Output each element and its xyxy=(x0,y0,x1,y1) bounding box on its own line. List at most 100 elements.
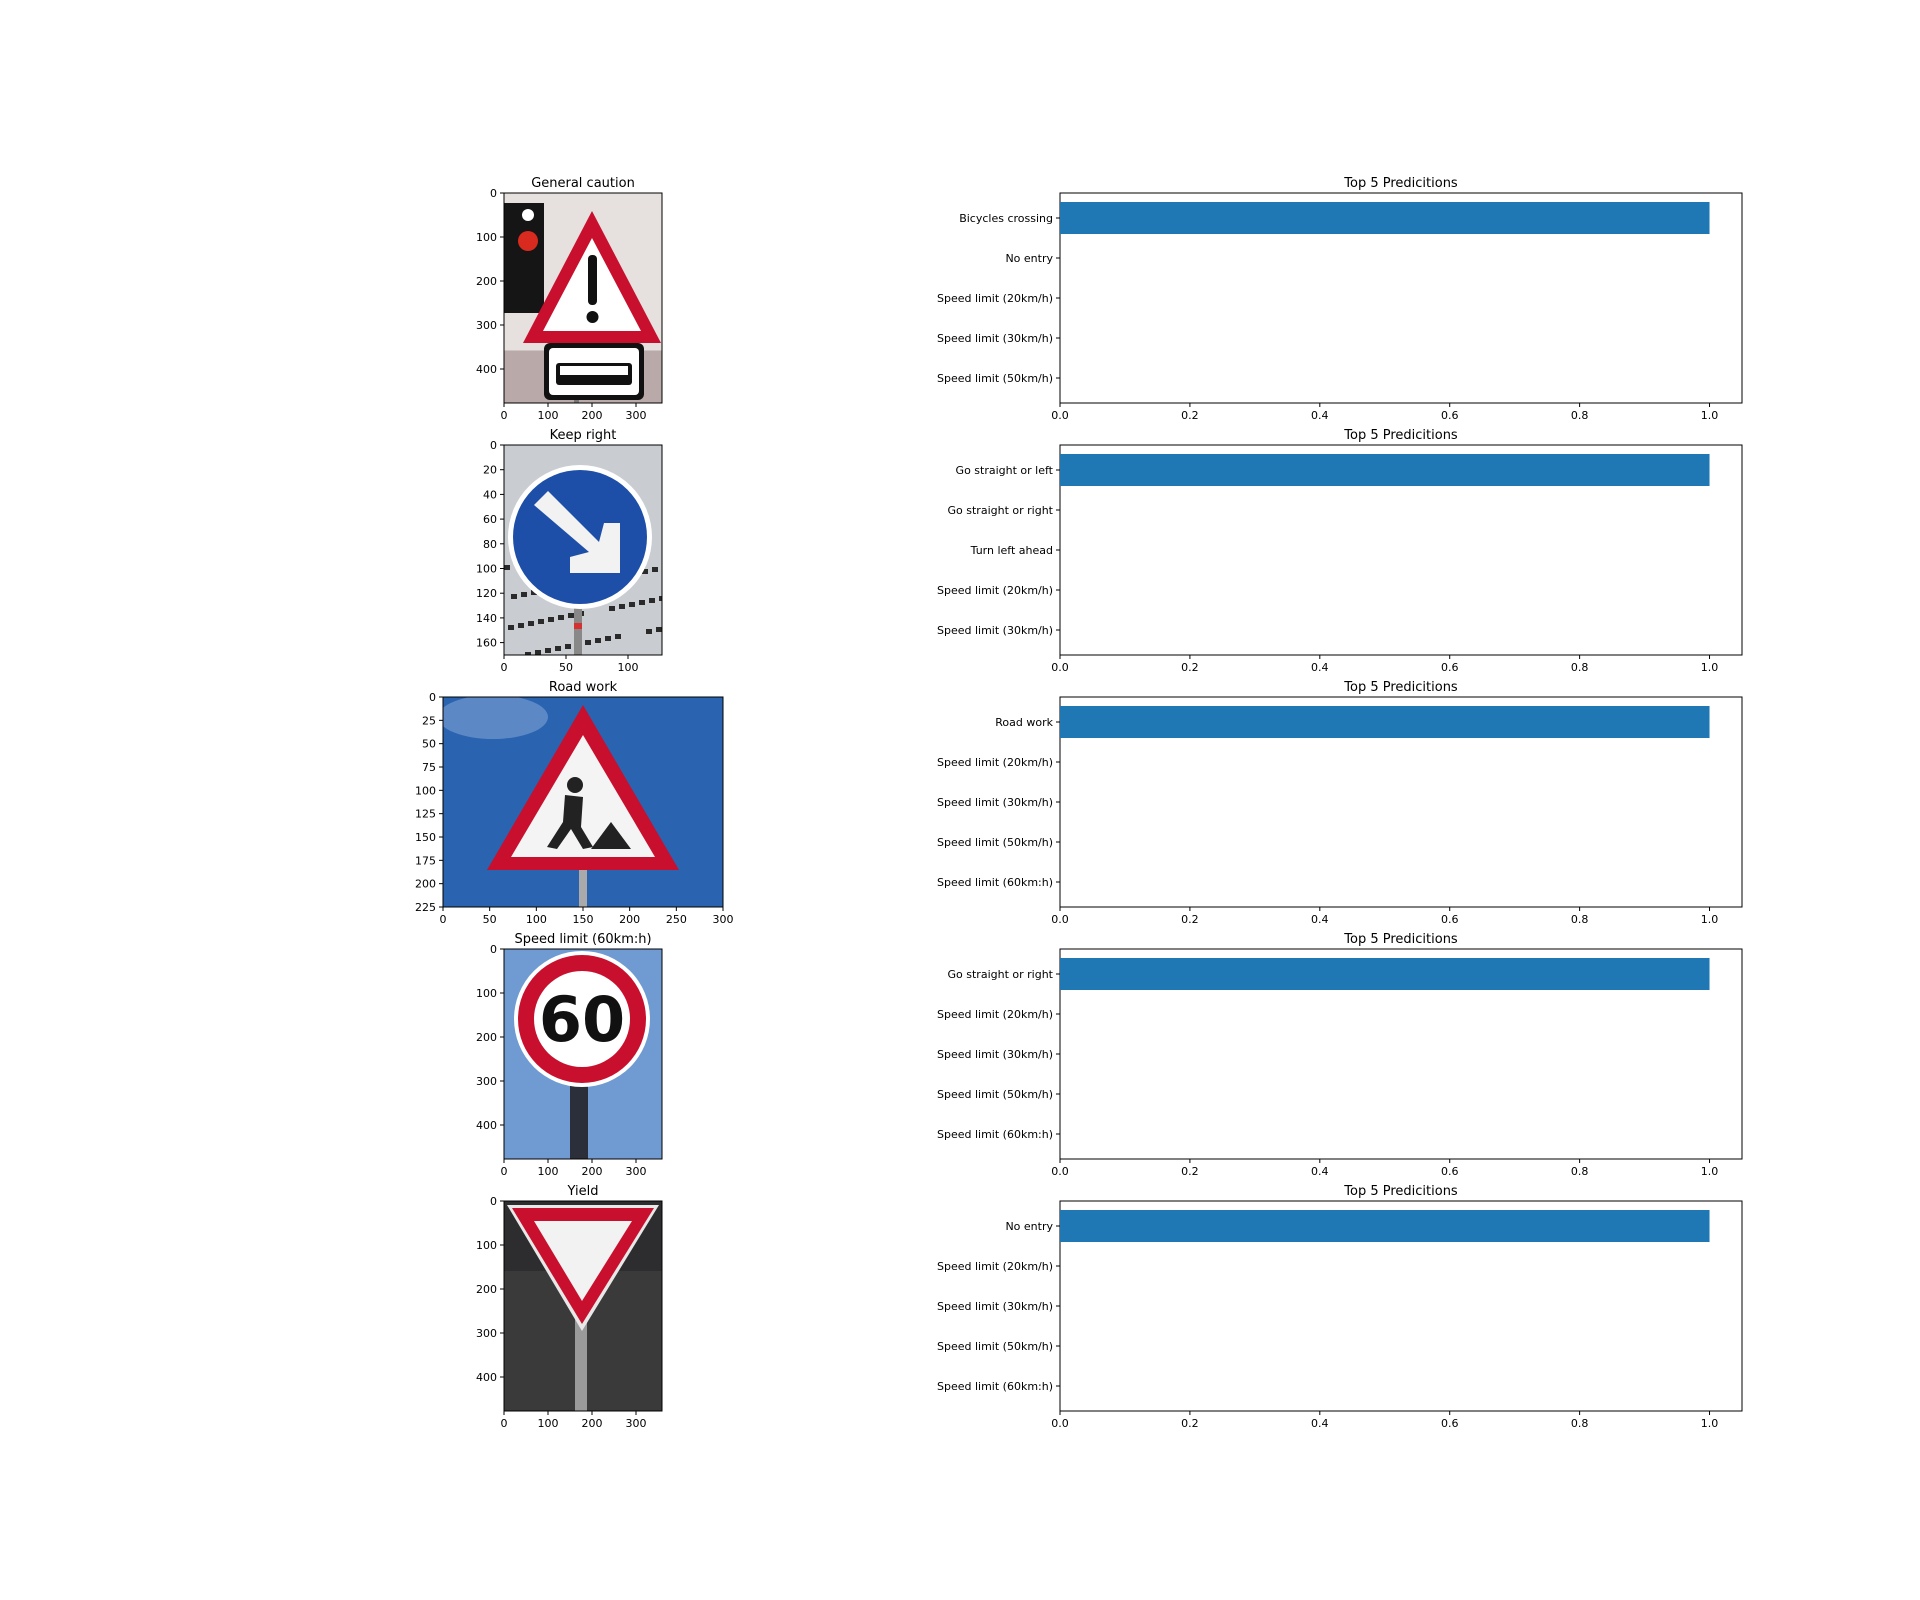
x-tick-label: 0.6 xyxy=(1441,1165,1459,1178)
y-tick-label: 100 xyxy=(476,231,497,244)
x-tick-label: 100 xyxy=(538,1417,559,1430)
category-label: Speed limit (30km/h) xyxy=(937,1048,1053,1061)
y-tick-label: 225 xyxy=(415,901,436,914)
y-tick-label: 200 xyxy=(476,275,497,288)
bar xyxy=(1060,706,1710,738)
y-tick-label: 25 xyxy=(422,714,436,727)
x-tick-label: 1.0 xyxy=(1701,661,1719,674)
x-tick-label: 100 xyxy=(526,913,547,926)
x-tick-label: 1.0 xyxy=(1701,1417,1719,1430)
x-tick-label: 100 xyxy=(538,409,559,422)
y-tick-label: 400 xyxy=(476,1371,497,1384)
category-label: Speed limit (50km/h) xyxy=(937,1088,1053,1101)
category-label: Speed limit (60km:h) xyxy=(937,1380,1053,1393)
x-tick-label: 0.6 xyxy=(1441,409,1459,422)
x-tick-label: 0.0 xyxy=(1051,1417,1069,1430)
image-panel-4: 60 Speed limit (60km:h) 0 100 200 300 0 100 200 3… xyxy=(476,932,663,1178)
road-work-sign-icon xyxy=(443,697,723,907)
y-tick-label: 0 xyxy=(490,187,497,200)
category-label: Bicycles crossing xyxy=(959,212,1053,225)
x-tick-label: 0.0 xyxy=(1051,913,1069,926)
y-tick-label: 200 xyxy=(415,878,436,891)
image-axes-frame xyxy=(503,444,663,656)
y-tick-label: 100 xyxy=(476,987,497,1000)
x-tick-label: 100 xyxy=(538,1165,559,1178)
y-tick-label: 100 xyxy=(415,784,436,797)
x-tick-label: 200 xyxy=(582,1165,603,1178)
bar xyxy=(1060,958,1710,990)
x-tick-label: 1.0 xyxy=(1701,913,1719,926)
category-label: No entry xyxy=(1005,1220,1053,1233)
category-label: Speed limit (20km/h) xyxy=(937,584,1053,597)
general-caution-sign-icon xyxy=(504,193,662,403)
category-label: Speed limit (50km/h) xyxy=(937,1340,1053,1353)
y-tick-label: 140 xyxy=(476,612,497,625)
x-tick-label: 0 xyxy=(440,913,447,926)
x-tick-label: 300 xyxy=(626,1417,647,1430)
bar xyxy=(1060,202,1710,234)
x-tick-label: 0.2 xyxy=(1181,913,1199,926)
image-title: Speed limit (60km:h) xyxy=(514,932,651,947)
x-tick-label: 0.6 xyxy=(1441,661,1459,674)
x-tick-label: 0.0 xyxy=(1051,409,1069,422)
y-tick-label: 400 xyxy=(476,363,497,376)
chart-title: Top 5 Predicitions xyxy=(1343,1184,1458,1199)
y-tick-label: 125 xyxy=(415,808,436,821)
y-tick-label: 100 xyxy=(476,563,497,576)
y-tick-label: 60 xyxy=(483,513,497,526)
y-tick-label: 0 xyxy=(490,943,497,956)
x-tick-label: 0.4 xyxy=(1311,913,1329,926)
bar xyxy=(1060,1210,1710,1242)
image-title: General caution xyxy=(531,176,635,191)
x-tick-label: 0.8 xyxy=(1571,409,1589,422)
x-tick-label: 0.2 xyxy=(1181,409,1199,422)
x-tick-label: 300 xyxy=(713,913,734,926)
category-label: Speed limit (30km/h) xyxy=(937,796,1053,809)
y-tick-label: 200 xyxy=(476,1031,497,1044)
x-tick-label: 0 xyxy=(501,1165,508,1178)
bar xyxy=(1060,454,1710,486)
category-label: Turn left ahead xyxy=(970,544,1053,557)
image-axes-frame xyxy=(503,1200,663,1412)
x-tick-label: 0.4 xyxy=(1311,1165,1329,1178)
x-tick-label: 0.0 xyxy=(1051,1165,1069,1178)
x-tick-label: 0.2 xyxy=(1181,1165,1199,1178)
bar-chart-5: Top 5 Predicitions 0.0 0.2 0.4 0.6 0.8 1.0 No e… xyxy=(937,1184,1743,1430)
x-tick-label: 200 xyxy=(619,913,640,926)
bar-chart-4: Top 5 Predicitions 0.0 0.2 0.4 0.6 0.8 1.0 Go s… xyxy=(937,932,1743,1178)
speed-limit-60-sign-icon: 60 xyxy=(504,949,662,1159)
image-panel-2: Keep right 0 50 100 0 20 40 60 80 100 120 140 160 xyxy=(476,428,663,674)
y-tick-label: 75 xyxy=(422,761,436,774)
y-tick-label: 0 xyxy=(429,691,436,704)
y-tick-label: 20 xyxy=(483,464,497,477)
image-axes-frame xyxy=(503,948,663,1160)
x-tick-label: 150 xyxy=(573,913,594,926)
x-tick-label: 0.2 xyxy=(1181,661,1199,674)
category-label: Speed limit (20km/h) xyxy=(937,1260,1053,1273)
y-tick-label: 50 xyxy=(422,738,436,751)
keep-right-sign-icon xyxy=(504,445,662,655)
x-tick-label: 0 xyxy=(501,1417,508,1430)
y-tick-label: 150 xyxy=(415,831,436,844)
bar-chart-3: Top 5 Predicitions 0.0 0.2 0.4 0.6 0.8 1.0 Road… xyxy=(937,680,1743,926)
x-tick-label: 0.8 xyxy=(1571,913,1589,926)
x-tick-label: 0.0 xyxy=(1051,661,1069,674)
y-tick-label: 300 xyxy=(476,319,497,332)
category-label: Go straight or right xyxy=(948,968,1054,981)
y-tick-label: 120 xyxy=(476,587,497,600)
category-label: Speed limit (30km/h) xyxy=(937,624,1053,637)
x-tick-label: 0.6 xyxy=(1441,1417,1459,1430)
category-label: Go straight or right xyxy=(948,504,1054,517)
category-label: Road work xyxy=(995,716,1053,729)
image-panel-1: General caution 0 100 200 300 0 100 200 300 400 xyxy=(476,176,663,422)
image-title: Yield xyxy=(567,1184,599,1199)
category-label: Speed limit (20km/h) xyxy=(937,756,1053,769)
category-label: Speed limit (50km/h) xyxy=(937,372,1053,385)
y-tick-label: 100 xyxy=(476,1239,497,1252)
x-tick-label: 0.6 xyxy=(1441,913,1459,926)
y-tick-label: 160 xyxy=(476,637,497,650)
category-label: No entry xyxy=(1005,252,1053,265)
x-tick-label: 250 xyxy=(666,913,687,926)
x-tick-label: 0.8 xyxy=(1571,1165,1589,1178)
